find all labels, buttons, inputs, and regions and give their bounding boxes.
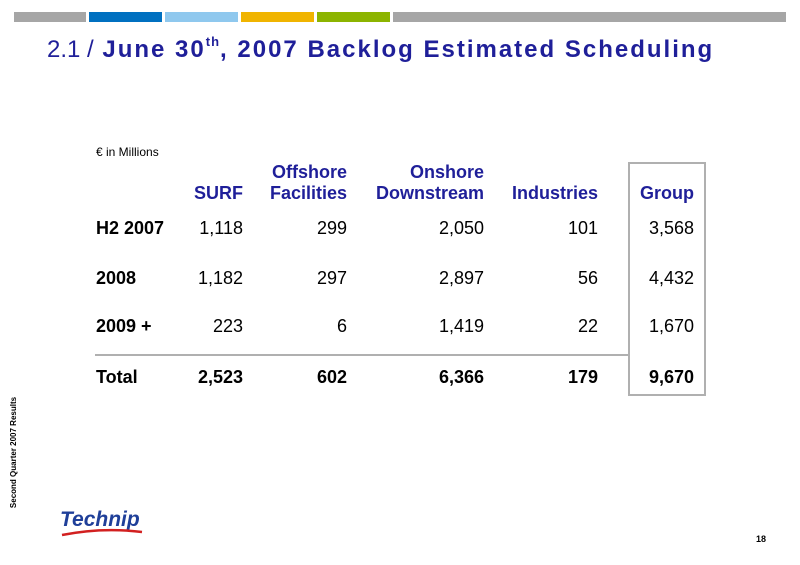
cell-2008-surf: 1,182 <box>197 268 243 288</box>
page-number: 18 <box>755 534 766 544</box>
logo-text: Technip <box>60 508 140 531</box>
cell-total-industries: 179 <box>567 367 598 387</box>
cell-h2-2007-group: 3,568 <box>648 218 694 238</box>
cell-h2-2007-industries: 101 <box>567 218 598 238</box>
cell-2008-offshore: 297 <box>316 268 347 288</box>
header-offshore-facilities: Offshore Facilities <box>269 162 347 203</box>
cell-total-group: 9,670 <box>648 367 694 387</box>
cell-2009-surf: 223 <box>212 316 243 336</box>
header-group: Group <box>640 183 694 203</box>
header-surf: SURF <box>194 183 243 203</box>
cell-2009-industries: 22 <box>577 316 598 336</box>
cell-2008-onshore: 2,897 <box>438 268 484 288</box>
cell-2009-onshore: 1,419 <box>438 316 484 336</box>
cell-h2-2007-onshore: 2,050 <box>438 218 484 238</box>
title-superscript: th <box>205 34 221 49</box>
cell-2008-industries: 56 <box>577 268 598 288</box>
row-label-2008: 2008 <box>96 268 137 288</box>
cell-2009-group: 1,670 <box>648 316 694 336</box>
cell-total-offshore: 602 <box>316 367 347 387</box>
group-column-highlight <box>628 162 706 396</box>
row-label-total: Total <box>96 367 138 387</box>
side-caption: Second Quarter 2007 Results <box>9 396 19 508</box>
page-title: 2.1 / June 30th, 2007 Backlog Estimated … <box>47 34 715 64</box>
cell-h2-2007-offshore: 299 <box>316 218 347 238</box>
title-text-rest: , 2007 Backlog Estimated Scheduling <box>220 36 715 63</box>
cell-total-surf: 2,523 <box>197 367 243 387</box>
row-label-h2-2007: H2 2007 <box>96 218 165 238</box>
header-onshore-downstream: Onshore Downstream <box>375 162 484 203</box>
cell-total-onshore: 6,366 <box>438 367 484 387</box>
total-separator <box>95 354 628 356</box>
header-industries: Industries <box>511 183 598 203</box>
top-color-bar <box>14 12 786 22</box>
row-label-2009-plus: 2009 + <box>96 316 152 336</box>
cell-2009-offshore: 6 <box>336 316 347 336</box>
section-number: 2.1 / <box>47 36 94 63</box>
title-text: June 30 <box>102 36 206 63</box>
cell-h2-2007-surf: 1,118 <box>199 218 243 238</box>
unit-label: € in Millions <box>96 145 159 159</box>
cell-2008-group: 4,432 <box>648 268 694 288</box>
technip-logo: Technip <box>60 508 143 537</box>
